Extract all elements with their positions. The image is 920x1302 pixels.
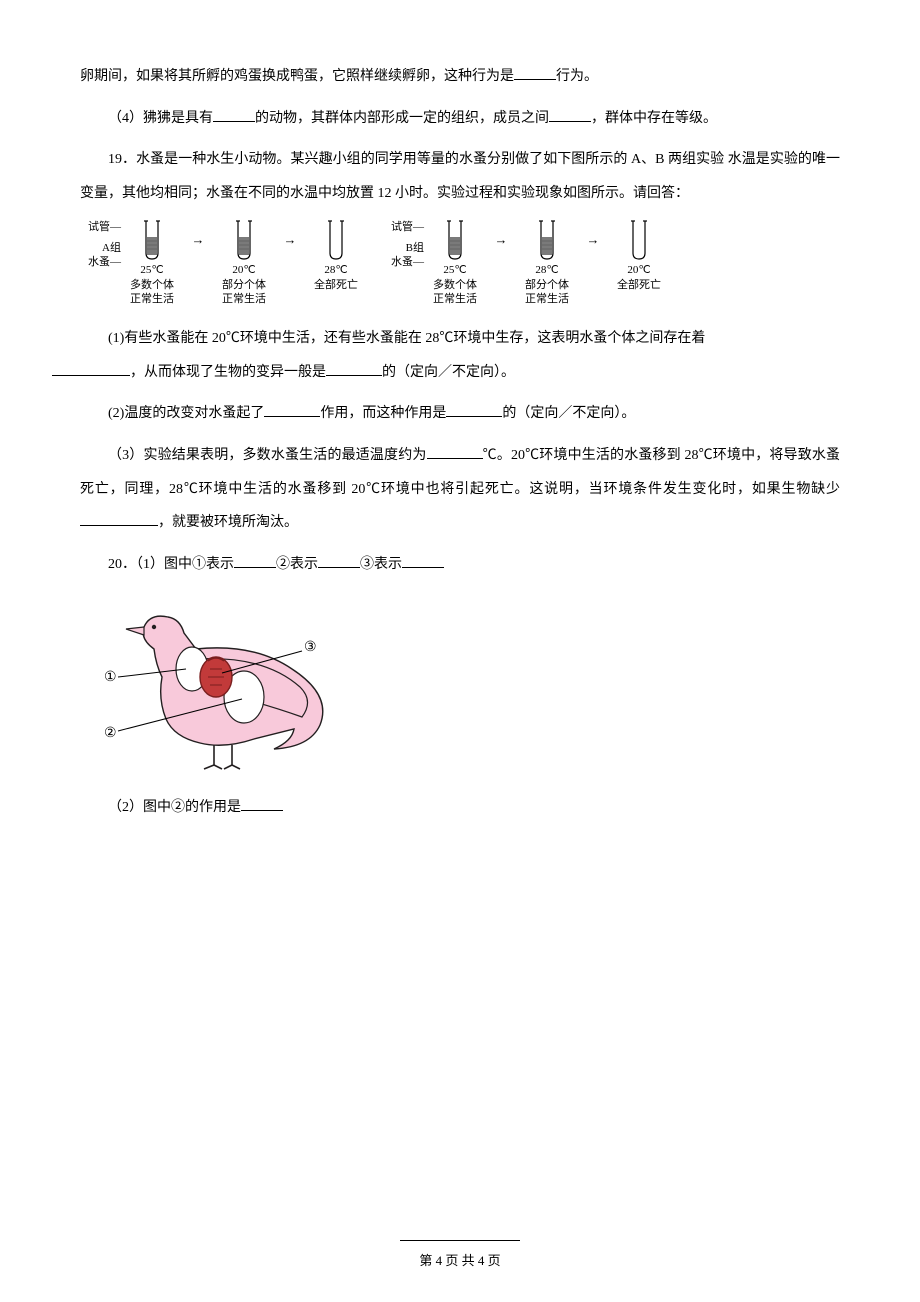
tube-icon [628,218,650,262]
tube-icon [536,218,558,262]
stage-status: 正常生活 [222,292,266,306]
experiment-stage: 25℃ 多数个体 正常生活 [426,218,484,306]
stage-temp: 25℃ [140,263,163,277]
text: 行为。 [556,69,598,84]
stage-status: 多数个体 [433,278,477,292]
label-flea: 水蚤 [88,256,110,268]
text: ②表示 [276,557,318,572]
question-20-2: （2）图中②的作用是 [80,791,840,825]
blank [234,552,276,567]
stage-status: 正常生活 [433,292,477,306]
group-b-label: 试管— B组 水蚤— [391,218,424,269]
footer-divider [400,1240,520,1241]
text: (2)温度的改变对水蚤起了 [108,406,264,421]
text: ③表示 [360,557,402,572]
text: 19．水蚤是一种水生小动物。某兴趣小组的同学用等量的水蚤分别做了如下图所示的 A… [80,152,840,201]
bird-svg: ① ② ③ [104,599,344,779]
stage-status: 部分个体 [525,278,569,292]
blank [318,552,360,567]
text: ，群体中存在等级。 [591,111,717,126]
text: （2）图中②的作用是 [108,800,241,815]
text: 卵期间，如果将其所孵的鸡蛋换成鸭蛋，它照样继续孵卵，这种行为是 [80,69,514,84]
arrow-icon: → [484,218,518,306]
text: 的动物，其群体内部形成一定的组织，成员之间 [255,111,549,126]
arrow-icon: → [181,218,215,306]
question-19-1: (1)有些水蚤能在 20℃环境中生活，还有些水蚤能在 28℃环境中生存，这表明水… [80,322,840,389]
question-19-intro: 19．水蚤是一种水生小动物。某兴趣小组的同学用等量的水蚤分别做了如下图所示的 A… [80,143,840,210]
question-19-2: (2)温度的改变对水蚤起了 作用，而这种作用是 的（定向／不定向）。 [80,397,840,431]
tube-icon [444,218,466,262]
text: 20．（1）图中①表示 [108,557,234,572]
text: (1)有些水蚤能在 20℃环境中生活，还有些水蚤能在 28℃环境中生存，这表明水… [108,331,705,346]
label-1: ① [104,670,117,685]
blank [514,65,556,80]
group-name: B组 [406,242,424,254]
blank [264,402,320,417]
stage-temp: 28℃ [535,263,558,277]
blank [446,402,502,417]
paragraph-continued: 卵期间，如果将其所孵的鸡蛋换成鸭蛋，它照样继续孵卵，这种行为是 行为。 [80,60,840,94]
experiment-stage: 28℃ 全部死亡 [307,218,365,306]
footer-text: 第 4 页 共 4 页 [419,1253,500,1268]
experiment-stage: 20℃ 全部死亡 [610,218,668,306]
stage-temp: 20℃ [232,263,255,277]
blank [80,511,158,526]
bird-figure: ① ② ③ [104,599,344,779]
experiment-group-b: 试管— B组 水蚤— 25℃ 多数个体 正常生活→ 28℃ 部分个体 正常生活→… [391,218,668,306]
text: 作用，而这种作用是 [320,406,446,421]
label-flea: 水蚤 [391,256,413,268]
question-20-1: 20．（1）图中①表示 ②表示 ③表示 [80,548,840,582]
group-a-stages: 25℃ 多数个体 正常生活→ 20℃ 部分个体 正常生活→ 28℃ 全部死亡 [123,218,365,306]
stage-status: 全部死亡 [617,278,661,292]
text: （4）狒狒是具有 [108,111,213,126]
stage-status: 正常生活 [130,292,174,306]
experiment-diagram: 试管— A组 水蚤— 25℃ 多数个体 正常生活→ 20℃ 部分个体 正常生活→… [88,218,840,306]
paragraph-q4: （4）狒狒是具有 的动物，其群体内部形成一定的组织，成员之间 ，群体中存在等级。 [80,102,840,136]
label-3: ③ [304,640,317,655]
arrow-icon: → [576,218,610,306]
experiment-stage: 28℃ 部分个体 正常生活 [518,218,576,306]
bird-eye [152,625,156,629]
blank [241,796,283,811]
stage-temp: 20℃ [627,263,650,277]
experiment-stage: 20℃ 部分个体 正常生活 [215,218,273,306]
text: ，就要被环境所淘汰。 [158,515,298,530]
blank [402,552,444,567]
question-19-3: （3）实验结果表明，多数水蚤生活的最适温度约为℃。20℃环境中生活的水蚤移到 2… [80,439,840,540]
blank [52,360,130,375]
experiment-stage: 25℃ 多数个体 正常生活 [123,218,181,306]
stage-temp: 25℃ [443,263,466,277]
tube-icon [325,218,347,262]
page-footer: 第 4 页 共 4 页 [0,1240,920,1276]
tube-icon [141,218,163,262]
text: 的（定向／不定向）。 [502,406,635,421]
stage-temp: 28℃ [324,263,347,277]
stage-status: 多数个体 [130,278,174,292]
group-name: A组 [102,242,121,254]
arrow-icon: → [273,218,307,306]
stage-status: 部分个体 [222,278,266,292]
blank [213,106,255,121]
stage-status: 全部死亡 [314,278,358,292]
text: 的（定向／不定向）。 [382,365,515,380]
experiment-group-a: 试管— A组 水蚤— 25℃ 多数个体 正常生活→ 20℃ 部分个体 正常生活→… [88,218,365,306]
text: ，从而体现了生物的变异一般是 [130,365,326,380]
label-tube: 试管 [391,221,413,233]
group-a-label: 试管— A组 水蚤— [88,218,121,269]
stage-status: 正常生活 [525,292,569,306]
label-2: ② [104,726,117,741]
text: （3）实验结果表明，多数水蚤生活的最适温度约为 [108,448,427,463]
blank [326,360,382,375]
group-b-stages: 25℃ 多数个体 正常生活→ 28℃ 部分个体 正常生活→ 20℃ 全部死亡 [426,218,668,306]
blank [549,106,591,121]
bird-beak [126,627,144,635]
tube-icon [233,218,255,262]
blank [427,444,483,459]
label-tube: 试管 [88,221,110,233]
